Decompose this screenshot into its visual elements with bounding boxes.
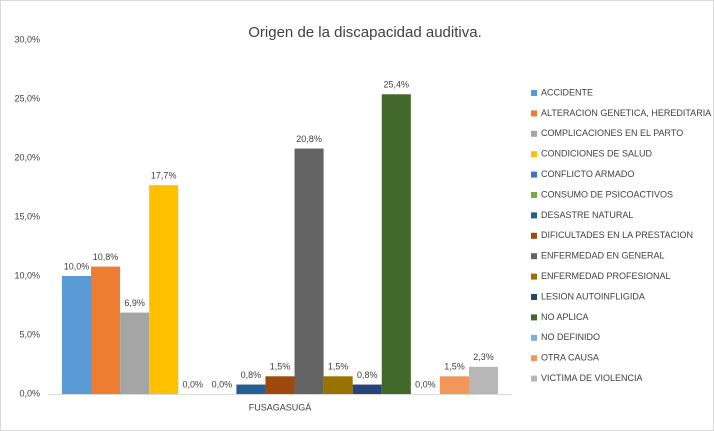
legend-label: VICTIMA DE VIOLENCIA xyxy=(541,373,643,383)
legend-label: DESASTRE NATURAL xyxy=(541,210,633,220)
legend-label: ALTERACION GENETICA, HEREDITARIA xyxy=(541,108,711,118)
y-tick-label: 20,0% xyxy=(14,152,40,162)
data-label: 10,0% xyxy=(64,261,90,271)
legend-label: CONFLICTO ARMADO xyxy=(541,169,634,179)
data-label: 1,5% xyxy=(270,362,291,372)
data-label: 25,4% xyxy=(384,80,410,90)
bar xyxy=(90,266,121,394)
y-tick-label: 15,0% xyxy=(14,211,40,221)
legend-label: ENFERMEDAD PROFESIONAL xyxy=(541,271,671,281)
data-label: 6,9% xyxy=(124,298,145,308)
legend-label: DIFICULTADES EN LA PRESTACION xyxy=(541,230,693,240)
bar xyxy=(294,148,324,394)
data-label: 1,5% xyxy=(328,362,349,372)
x-tick-label: FUSAGASUGÁ xyxy=(249,402,312,412)
legend-swatch xyxy=(531,90,537,96)
y-tick-label: 10,0% xyxy=(14,270,40,280)
legend-swatch xyxy=(531,110,537,117)
bar xyxy=(381,94,411,394)
legend-swatch xyxy=(531,171,537,178)
data-label: 10,8% xyxy=(93,252,119,262)
y-tick-label: 25,0% xyxy=(14,93,40,103)
data-label: 2,3% xyxy=(473,352,494,362)
legend-label: CONDICIONES DE SALUD xyxy=(541,149,653,159)
bar xyxy=(469,366,499,394)
data-label: 0,0% xyxy=(183,379,204,389)
legend-swatch xyxy=(531,334,537,341)
bar xyxy=(323,376,353,394)
y-tick-label: 30,0% xyxy=(14,34,40,44)
bar xyxy=(439,376,470,394)
bar xyxy=(61,276,91,394)
bar xyxy=(120,312,150,394)
legend-swatch xyxy=(531,130,537,137)
legend-swatch xyxy=(531,314,537,321)
legend-label: COMPLICACIONES EN EL PARTO xyxy=(541,128,683,138)
legend-swatch xyxy=(531,273,537,280)
y-tick-label: 5,0% xyxy=(19,329,40,339)
legend-label: ENFERMEDAD EN GENERAL xyxy=(541,251,665,261)
data-label: 0,0% xyxy=(415,379,436,389)
legend-label: ACCIDENTE xyxy=(541,87,593,97)
data-label: 0,8% xyxy=(241,370,262,380)
legend-label: OTRA CAUSA xyxy=(541,353,599,363)
legend-swatch xyxy=(531,355,537,362)
chart-title: Origen de la discapacidad auditiva. xyxy=(248,24,481,41)
legend-label: NO APLICA xyxy=(541,312,589,322)
data-label: 20,8% xyxy=(296,134,322,144)
data-label: 1,5% xyxy=(444,362,465,372)
data-label: 17,7% xyxy=(151,171,177,181)
bar xyxy=(265,376,295,394)
legend-swatch xyxy=(531,375,537,382)
data-label: 0,0% xyxy=(212,379,233,389)
data-label: 0,8% xyxy=(357,370,378,380)
bar xyxy=(352,384,382,394)
y-tick-label: 0,0% xyxy=(19,388,40,398)
legend-label: NO DEFINIDO xyxy=(541,332,600,342)
legend-swatch xyxy=(531,212,537,219)
legend-swatch xyxy=(531,192,537,198)
legend-swatch xyxy=(531,294,537,300)
bar xyxy=(236,384,266,394)
bar xyxy=(149,185,179,394)
legend-label: CONSUMO DE PSICOACTIVOS xyxy=(541,189,673,199)
legend-label: LESION AUTOINFLIGIDA xyxy=(541,291,645,301)
legend-swatch xyxy=(531,253,537,260)
legend-swatch xyxy=(531,232,537,239)
legend-swatch xyxy=(531,151,537,158)
